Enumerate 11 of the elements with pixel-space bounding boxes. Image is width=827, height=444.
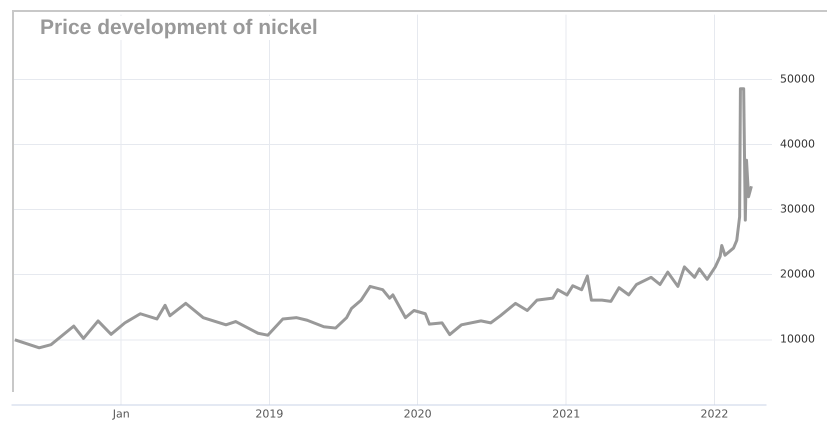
x-tick-label: 2021 bbox=[552, 407, 580, 420]
y-tick-label: 20000 bbox=[780, 268, 816, 281]
x-tick-label: 2022 bbox=[700, 407, 728, 420]
x-tick-label: 2020 bbox=[404, 407, 432, 420]
y-tick-label: 30000 bbox=[780, 202, 816, 216]
x-tick-label: Jan bbox=[112, 407, 130, 420]
y-tick-label: 50000 bbox=[780, 72, 816, 86]
x-tick-label: 2019 bbox=[255, 407, 284, 420]
y-tick-label: 10000 bbox=[780, 332, 816, 346]
chart-title: Price development of nickel bbox=[38, 16, 320, 40]
y-tick-label: 40000 bbox=[780, 138, 816, 151]
